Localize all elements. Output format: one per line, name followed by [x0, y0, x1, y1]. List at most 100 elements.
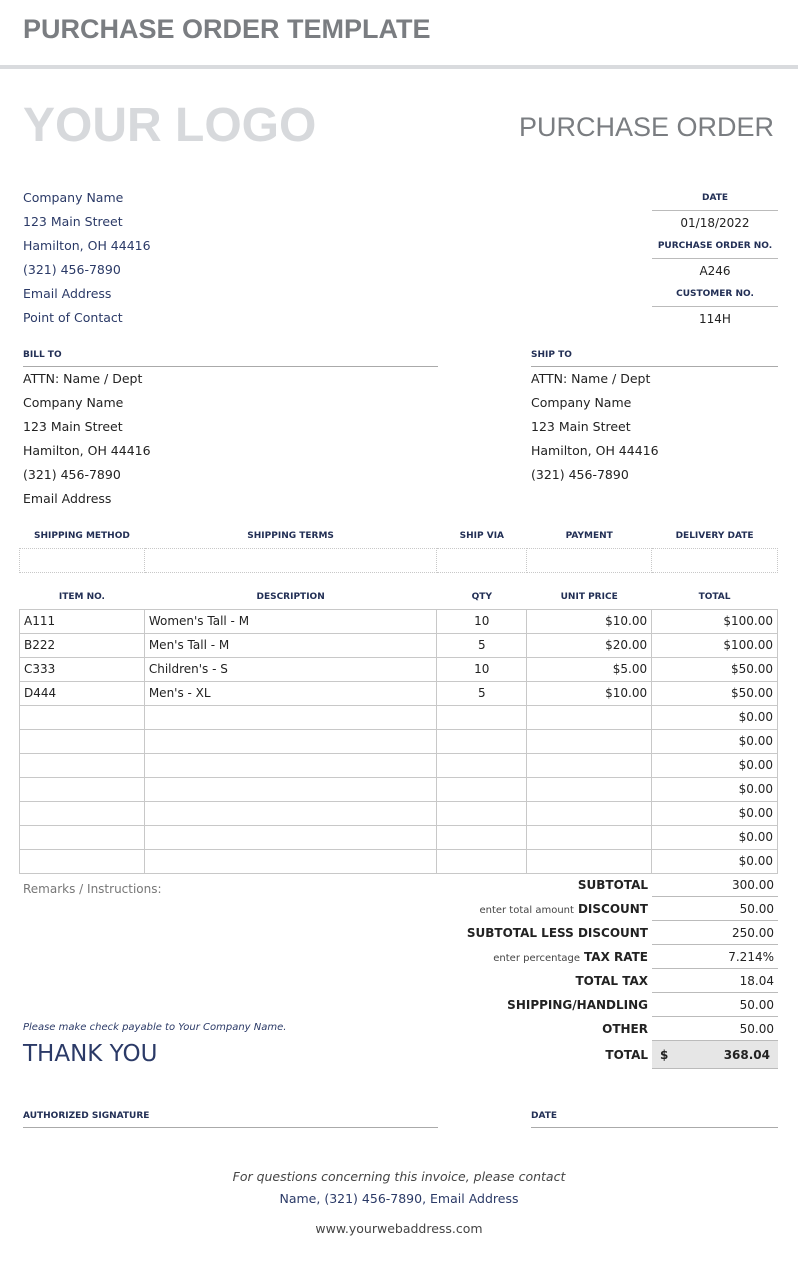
line-total-cell: $100.00: [651, 632, 778, 658]
header-qty: QTY: [471, 591, 492, 602]
qty-cell[interactable]: [436, 848, 528, 874]
date-value[interactable]: 01/18/2022: [652, 210, 778, 234]
description-cell[interactable]: Children's - S: [143, 656, 438, 682]
qty-cell[interactable]: 5: [436, 680, 528, 706]
currency-symbol: $: [660, 1048, 669, 1062]
ship-to-line: Hamilton, OH 44416: [531, 443, 659, 458]
totals-value[interactable]: 50.00: [652, 897, 778, 921]
header-shipping-method: SHIPPING METHOD: [33, 530, 130, 541]
customer-number-label: CUSTOMER NO.: [676, 289, 754, 299]
unit-price-cell[interactable]: [526, 728, 653, 754]
company-line: (321) 456-7890: [23, 262, 121, 277]
unit-price-cell[interactable]: [526, 752, 653, 778]
description-cell[interactable]: Women's Tall - M: [143, 608, 438, 634]
unit-price-cell[interactable]: [526, 848, 653, 874]
date-label: DATE: [701, 193, 729, 203]
description-cell[interactable]: [143, 752, 438, 778]
ship-to-block: ATTN: Name / Dept Company Name 123 Main St…: [531, 367, 778, 487]
header-payment: PAYMENT: [565, 530, 613, 541]
unit-price-cell[interactable]: [526, 704, 653, 730]
qty-cell[interactable]: [436, 800, 528, 826]
item-no-cell[interactable]: [19, 728, 145, 754]
totals-value: 50.00: [652, 993, 778, 1017]
description-cell[interactable]: [143, 824, 438, 850]
totals-row: SUBTOTAL LESS DISCOUNT 250.00: [440, 921, 778, 945]
signature-date-line[interactable]: DATE: [531, 1111, 778, 1128]
bill-to-line: Company Name: [23, 395, 124, 410]
totals-value: 18.04: [652, 969, 778, 993]
description-cell[interactable]: [143, 728, 438, 754]
totals-label: TAX RATE: [584, 950, 648, 964]
item-no-cell[interactable]: C333: [19, 656, 145, 682]
totals-value[interactable]: 7.214%: [652, 945, 778, 969]
customer-number-value[interactable]: 114H: [652, 306, 778, 330]
description-cell[interactable]: Men's - XL: [143, 680, 438, 706]
po-number-value[interactable]: A246: [652, 258, 778, 282]
header-divider: [0, 65, 798, 69]
header-unit-price: UNIT PRICE: [560, 591, 618, 602]
line-total-cell: $50.00: [651, 656, 778, 682]
remarks-label: Remarks / Instructions:: [23, 882, 162, 896]
unit-price-cell[interactable]: $10.00: [526, 608, 653, 634]
qty-cell[interactable]: 10: [436, 656, 528, 682]
unit-price-cell[interactable]: [526, 776, 653, 802]
qty-cell[interactable]: [436, 776, 528, 802]
footer-web-address[interactable]: www.yourwebaddress.com: [315, 1221, 483, 1236]
table-row: $0.00: [19, 800, 778, 826]
bill-to-line: 123 Main Street: [23, 419, 123, 434]
item-no-cell[interactable]: B222: [19, 632, 145, 658]
qty-cell[interactable]: [436, 728, 528, 754]
company-line: Company Name: [23, 190, 124, 205]
line-total-cell: $0.00: [651, 848, 778, 874]
unit-price-cell[interactable]: $20.00: [526, 632, 653, 658]
unit-price-cell[interactable]: $10.00: [526, 680, 653, 706]
footer-contact-note: For questions concerning this invoice, p…: [232, 1169, 566, 1184]
shipping-terms-cell[interactable]: [143, 547, 438, 573]
bill-to-line: Email Address: [23, 491, 112, 506]
payment-cell[interactable]: [526, 547, 653, 573]
header-item-no: ITEM NO.: [58, 591, 105, 602]
totals-row: SHIPPING/HANDLING 50.00: [440, 993, 778, 1017]
ship-to-label: SHIP TO: [531, 350, 778, 367]
delivery-date-cell[interactable]: [651, 547, 778, 573]
description-cell[interactable]: [143, 776, 438, 802]
qty-cell[interactable]: 10: [436, 608, 528, 634]
totals-label: TOTAL TAX: [575, 974, 648, 988]
table-row: A111 Women's Tall - M 10 $10.00 $100.00: [19, 608, 778, 634]
totals-row: TOTAL TAX 18.04: [440, 969, 778, 993]
line-total-cell: $0.00: [651, 824, 778, 850]
item-no-cell[interactable]: [19, 824, 145, 850]
header-ship-via: SHIP VIA: [459, 530, 505, 541]
item-no-cell[interactable]: [19, 848, 145, 874]
header-delivery-date: DELIVERY DATE: [675, 530, 754, 541]
item-no-cell[interactable]: A111: [19, 608, 145, 634]
logo-placeholder: YOUR LOGO: [23, 99, 317, 152]
authorized-signature-line[interactable]: AUTHORIZED SIGNATURE: [23, 1111, 438, 1128]
grand-total-label: TOTAL: [605, 1048, 648, 1062]
description-cell[interactable]: [143, 848, 438, 874]
qty-cell[interactable]: [436, 824, 528, 850]
bill-to-line: (321) 456-7890: [23, 467, 121, 482]
qty-cell[interactable]: [436, 752, 528, 778]
grand-total-value: 368.04: [723, 1048, 770, 1062]
qty-cell[interactable]: [436, 704, 528, 730]
unit-price-cell[interactable]: [526, 824, 653, 850]
ship-to-line: ATTN: Name / Dept: [531, 371, 651, 386]
unit-price-cell[interactable]: $5.00: [526, 656, 653, 682]
table-row: C333 Children's - S 10 $5.00 $50.00: [19, 656, 778, 682]
description-cell[interactable]: [143, 800, 438, 826]
item-no-cell[interactable]: [19, 752, 145, 778]
unit-price-cell[interactable]: [526, 800, 653, 826]
table-row: D444 Men's - XL 5 $10.00 $50.00: [19, 680, 778, 706]
table-row: $0.00: [19, 704, 778, 730]
ship-via-cell[interactable]: [436, 547, 528, 573]
item-no-cell[interactable]: D444: [19, 680, 145, 706]
item-no-cell[interactable]: [19, 704, 145, 730]
item-no-cell[interactable]: [19, 776, 145, 802]
item-no-cell[interactable]: [19, 800, 145, 826]
description-cell[interactable]: [143, 704, 438, 730]
totals-label: SHIPPING/HANDLING: [507, 998, 648, 1012]
description-cell[interactable]: Men's Tall - M: [143, 632, 438, 658]
qty-cell[interactable]: 5: [436, 632, 528, 658]
shipping-method-cell[interactable]: [19, 547, 145, 573]
